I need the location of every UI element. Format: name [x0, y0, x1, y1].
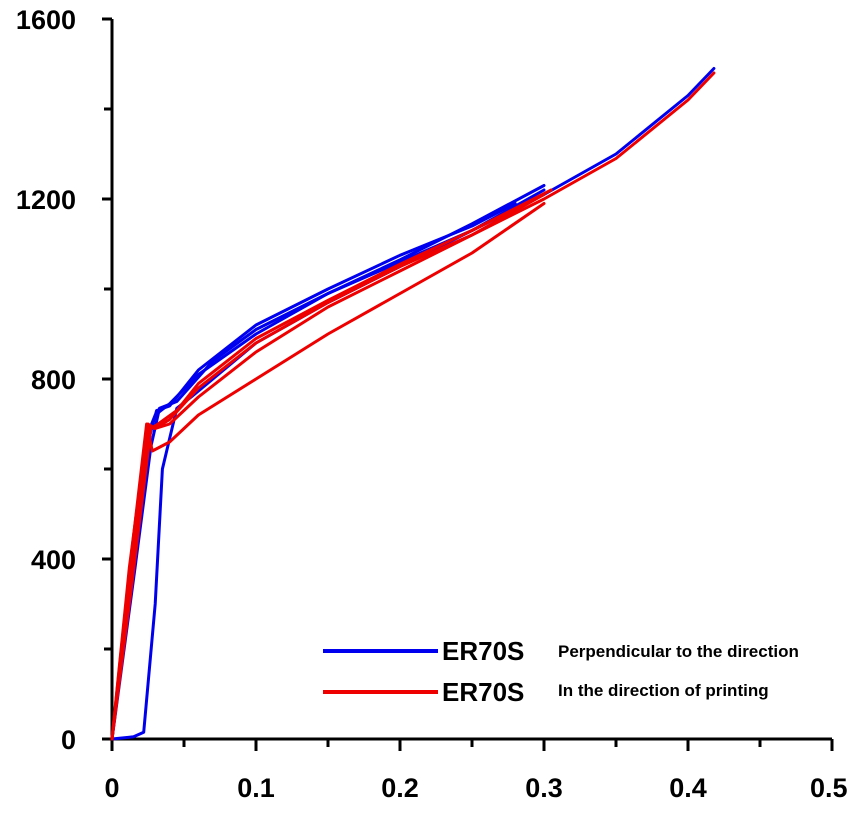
- x-tick-label: 0.5: [810, 773, 848, 803]
- series-line-printing: [110, 193, 546, 741]
- x-tick-label: 0.3: [525, 773, 563, 803]
- axes: [102, 17, 834, 751]
- x-tick-label: 0.2: [381, 773, 419, 803]
- x-tick-label: 0.1: [237, 773, 275, 803]
- y-tick-label: 400: [31, 545, 76, 575]
- x-tick-label: 0: [104, 773, 119, 803]
- y-tick-label: 800: [31, 365, 76, 395]
- legend-label-printing-sub: In the direction of printing: [558, 681, 769, 700]
- series-layer: [110, 67, 716, 741]
- series-line-printing: [110, 188, 553, 741]
- legend-label-perpendicular-sub: Perpendicular to the direction: [558, 642, 799, 661]
- series-line-perpendicular: [110, 184, 546, 741]
- x-tick-label: 0.4: [669, 773, 707, 803]
- legend-label-printing-main: ER70S: [442, 677, 524, 707]
- legend-label-perpendicular-main: ER70S: [442, 636, 524, 666]
- y-tick-label: 0: [61, 725, 76, 755]
- y-tick-label: 1200: [16, 185, 76, 215]
- series-line-printing: [110, 202, 546, 741]
- tick-labels: 0 400 800 1200 1600 0 0.1 0.2 0.3 0.4 0.5: [16, 5, 848, 803]
- series-line-perpendicular: [110, 67, 716, 741]
- series-line-printing: [110, 71, 716, 741]
- legend: ER70S Perpendicular to the direction ER7…: [323, 636, 799, 707]
- y-tick-label: 1600: [16, 5, 76, 35]
